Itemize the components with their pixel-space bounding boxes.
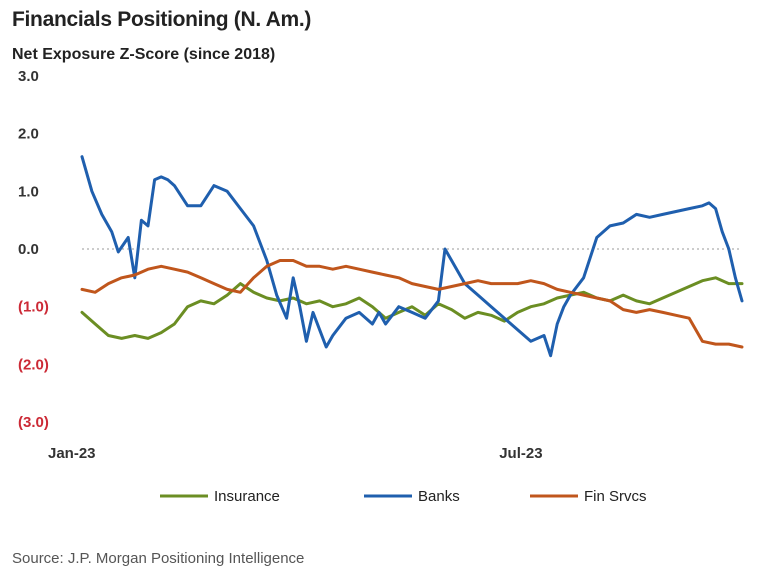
x-tick-label: Jul-23 bbox=[499, 445, 542, 462]
chart-subtitle: Net Exposure Z-Score (since 2018) bbox=[12, 46, 276, 63]
y-tick-label: (1.0) bbox=[18, 299, 49, 316]
y-tick-label: 3.0 bbox=[18, 68, 39, 85]
y-tick-label: (3.0) bbox=[18, 414, 49, 431]
y-axis-ticks: 3.0 2.0 1.0 0.0 (1.0) (2.0) (3.0) bbox=[18, 68, 49, 431]
y-tick-label: 1.0 bbox=[18, 183, 39, 200]
series-line-fin-srvcs bbox=[80, 259, 744, 349]
x-tick-label: Jan-23 bbox=[48, 445, 96, 462]
legend-label: Fin Srvcs bbox=[584, 488, 647, 505]
chart-title: Financials Positioning (N. Am.) bbox=[12, 8, 312, 31]
series-line-insurance bbox=[80, 276, 744, 340]
legend-label: Banks bbox=[418, 488, 460, 505]
y-tick-label: (2.0) bbox=[18, 356, 49, 373]
legend: Insurance Banks Fin Srvcs bbox=[160, 488, 647, 505]
y-tick-label: 0.0 bbox=[18, 241, 39, 258]
series-lines bbox=[80, 155, 744, 358]
y-tick-label: 2.0 bbox=[18, 126, 39, 143]
x-axis-ticks: Jan-23 Jul-23 bbox=[48, 445, 543, 462]
series-line-banks bbox=[80, 155, 744, 358]
source-note: Source: J.P. Morgan Positioning Intellig… bbox=[12, 550, 305, 567]
legend-label: Insurance bbox=[214, 488, 280, 505]
